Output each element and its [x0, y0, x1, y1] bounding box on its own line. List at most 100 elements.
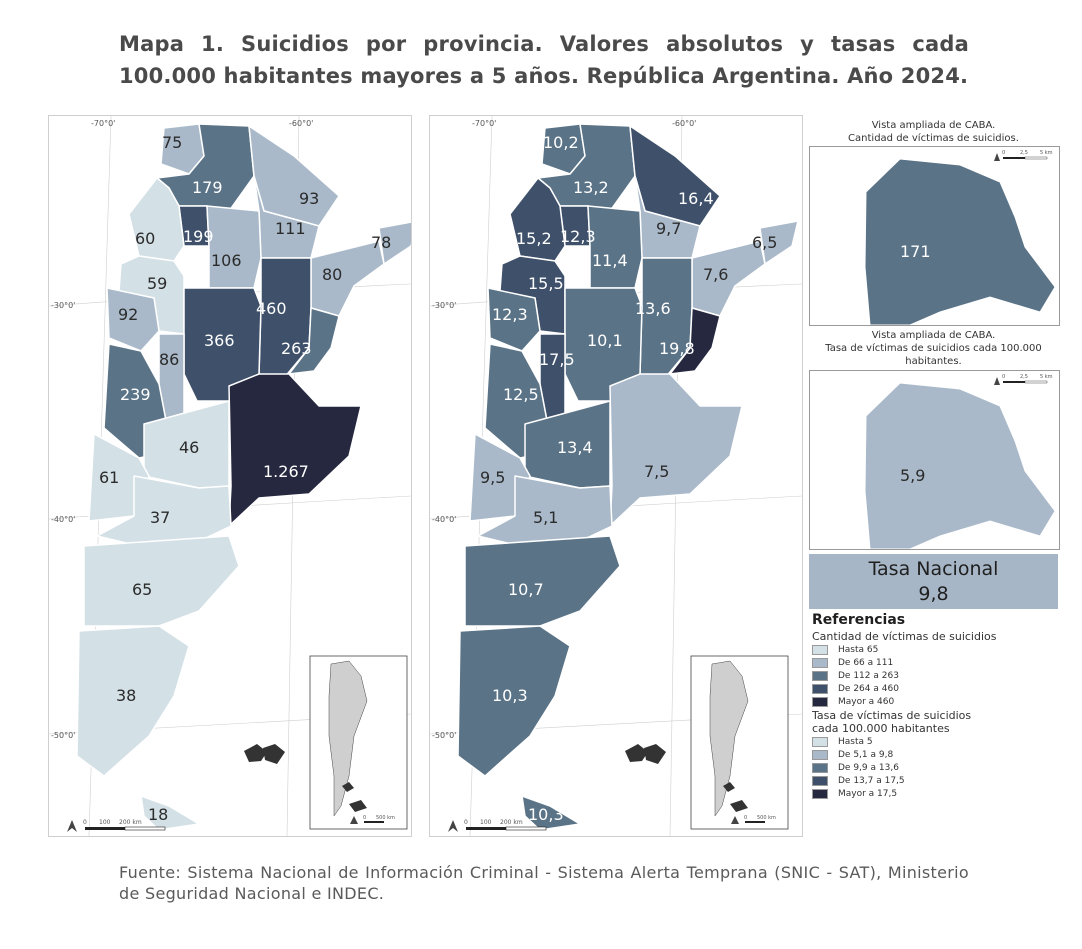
- value-neuquen: 9,5: [480, 468, 505, 487]
- value-mendoza: 12,5: [503, 385, 539, 404]
- province-chubut: [464, 535, 621, 627]
- legend-item: Hasta 65: [812, 643, 1072, 656]
- scale-bar: 0 100 200 km: [83, 819, 166, 831]
- province-sanjuan: [487, 287, 541, 352]
- value-misiones: 78: [371, 233, 391, 252]
- value-santafe: 13,6: [635, 299, 671, 318]
- value-rionegro: 5,1: [533, 508, 558, 527]
- value-corrientes: 80: [322, 265, 342, 284]
- value-mendoza: 239: [120, 385, 151, 404]
- value-santiago: 106: [211, 251, 242, 270]
- province-santiago: [206, 205, 262, 289]
- legend-item: De 5,1 a 9,8: [812, 748, 1072, 761]
- legend-title: Referencias: [812, 612, 906, 628]
- north-arrow-icon: [994, 153, 1000, 161]
- legend-item: De 13,7 a 17,5: [812, 774, 1072, 787]
- legend-item: De 66 a 111: [812, 656, 1072, 669]
- value-larioja: 59: [147, 274, 167, 293]
- legend-item: De 264 a 460: [812, 682, 1072, 695]
- value-tucuman: 199: [183, 227, 214, 246]
- legend-rate-title: Tasa de víctimas de suicidios cada 100.0…: [812, 709, 972, 735]
- svg-text:200 km: 200 km: [119, 819, 142, 826]
- page-title: Mapa 1. Suicidios por provincia. Valores…: [119, 32, 969, 88]
- scale-bar: 0 2,5 5 km: [1002, 374, 1053, 384]
- svg-text:100: 100: [99, 819, 111, 826]
- svg-text:100: 100: [480, 819, 492, 826]
- caba-abs-map: 171 0 2,5 5 km: [864, 150, 1056, 325]
- province-santacruz: [76, 625, 190, 777]
- lon-label-70: -70°0': [472, 119, 496, 128]
- legend-swatch: [812, 696, 828, 707]
- lon-label-60: -60°0': [289, 119, 313, 128]
- province-buenosaires: [228, 373, 362, 527]
- svg-text:2,5: 2,5: [1020, 150, 1028, 156]
- caba-rate-panel: 5,9 0 2,5 5 km: [809, 370, 1060, 550]
- caba-rate-value: 5,9: [900, 466, 925, 485]
- north-arrow-icon: [67, 820, 77, 832]
- malvinas-islands: [625, 744, 666, 764]
- legend-item: Mayor a 460: [812, 695, 1072, 708]
- value-formosa: 16,4: [678, 189, 714, 208]
- province-misiones: [759, 220, 799, 265]
- value-sanjuan: 92: [118, 305, 138, 324]
- svg-text:0: 0: [464, 819, 468, 826]
- value-lapampa: 13,4: [557, 438, 593, 457]
- value-sanjuan: 12,3: [492, 305, 528, 324]
- map-absolute: -70°0' -60°0' -30°0' -40°0' -50°0': [49, 116, 411, 836]
- value-tdf: 18: [148, 805, 168, 824]
- legend-item: De 112 a 263: [812, 669, 1072, 682]
- caba-rate-caption: Vista ampliada de CABA. Tasa de víctimas…: [825, 330, 1042, 367]
- legend-swatch: [812, 775, 828, 786]
- province-chubut: [83, 535, 240, 627]
- malvinas-islands: [244, 744, 285, 764]
- source-note: Fuente: Sistema Nacional de Información …: [119, 863, 969, 903]
- legend-swatch: [812, 644, 828, 655]
- lat-label-40: -40°0': [51, 515, 75, 524]
- lat-label-50: -50°0': [51, 731, 75, 740]
- svg-text:0: 0: [83, 819, 87, 826]
- caba-abs-panel: 171 0 2,5 5 km: [809, 146, 1060, 326]
- value-misiones: 6,5: [752, 233, 777, 252]
- legend-swatch: [812, 736, 828, 747]
- value-salta: 13,2: [573, 178, 609, 197]
- legend-abs-title: Cantidad de víctimas de suicidios: [812, 630, 997, 643]
- svg-text:5 km: 5 km: [1040, 374, 1053, 380]
- value-tdf: 10,3: [528, 805, 564, 824]
- north-arrow-icon: [994, 377, 1000, 385]
- province-misiones: [378, 221, 411, 265]
- legend-swatch: [812, 749, 828, 760]
- scale-bar: 0 100 200 km: [464, 819, 547, 831]
- caba-abs-caption: Vista ampliada de CABA. Cantidad de víct…: [848, 120, 1019, 144]
- value-santiago: 11,4: [592, 251, 628, 270]
- value-santacruz: 10,3: [492, 686, 528, 705]
- inset-map-south-america: 0 500 km: [690, 655, 789, 830]
- value-neuquen: 61: [99, 468, 119, 487]
- map-absolute-panel: -70°0' -60°0' -30°0' -40°0' -50°0': [48, 115, 412, 837]
- value-catamarca: 15,2: [516, 229, 552, 248]
- province-santiago: [587, 205, 643, 289]
- value-entrerios: 19,8: [659, 339, 695, 358]
- legend-swatch: [812, 762, 828, 773]
- value-cordoba: 10,1: [587, 331, 623, 350]
- legend-swatch: [812, 683, 828, 694]
- lat-label-30: -30°0': [432, 301, 456, 310]
- province-tdf: [521, 795, 581, 831]
- value-rionegro: 37: [150, 508, 170, 527]
- caba-abs-value: 171: [900, 242, 931, 261]
- caba-rate-map: 5,9 0 2,5 5 km: [864, 374, 1056, 549]
- value-chaco: 9,7: [656, 219, 681, 238]
- province-entrerios: [669, 307, 721, 375]
- value-santacruz: 38: [116, 686, 136, 705]
- inset-map-south-america: 0 500 km: [309, 655, 408, 830]
- map-rate: -70°0' -60°0' -30°0' -40°0' -50°0': [430, 116, 802, 836]
- value-sanluis: 17,5: [539, 350, 575, 369]
- value-larioja: 15,5: [528, 274, 564, 293]
- value-formosa: 93: [299, 189, 319, 208]
- svg-text:500 km: 500 km: [376, 815, 395, 821]
- lon-label-70: -70°0': [91, 119, 115, 128]
- province-entrerios: [288, 307, 340, 375]
- legend-swatch: [812, 657, 828, 668]
- value-chubut: 10,7: [508, 580, 544, 599]
- north-arrow-icon: [448, 820, 458, 832]
- value-sanluis: 86: [159, 350, 179, 369]
